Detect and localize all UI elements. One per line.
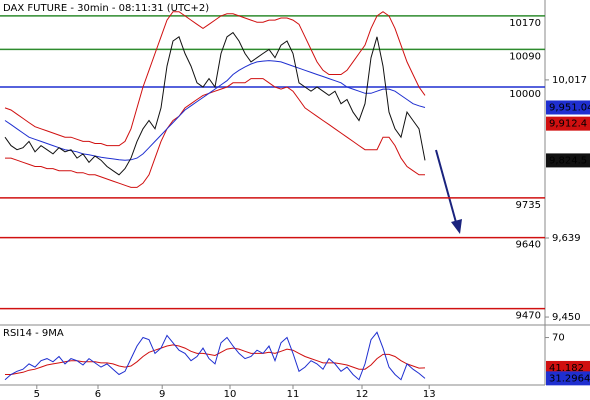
y-tick-label: 10,017 (552, 75, 587, 86)
price-box (546, 116, 590, 131)
level-label: 10170 (509, 18, 541, 29)
price-box (546, 100, 590, 115)
series-line (4, 331, 426, 381)
price-box-label: 9,951.04 (549, 102, 590, 113)
x-tick-label: 13 (423, 389, 436, 400)
price-box-label: 31.2964 (549, 373, 590, 384)
x-tick-label: 6 (95, 389, 101, 400)
price-box-label: 41.182 (549, 363, 584, 374)
price-box-label: 9,824.5 (549, 155, 587, 166)
level-label: 9470 (516, 311, 541, 322)
level-label: 10000 (509, 89, 541, 100)
series-line (4, 11, 426, 147)
price-box (546, 371, 590, 386)
y-tick-label: 70 (552, 333, 565, 344)
arrow-head (451, 219, 462, 234)
x-tick-label: 9 (159, 389, 165, 400)
y-tick-label: 9,450 (552, 312, 581, 323)
price-box (546, 153, 590, 168)
x-tick-label: 11 (287, 389, 300, 400)
level-label: 9640 (516, 240, 541, 251)
series-line (4, 31, 426, 176)
arrow-shaft (435, 149, 458, 227)
rsi-title: RSI14 - 9MA (3, 328, 64, 339)
series-line (5, 344, 426, 375)
level-label: 9735 (516, 200, 541, 211)
series-line (5, 78, 425, 188)
x-tick-label: 12 (356, 389, 369, 400)
y-tick-label: 9,639 (552, 233, 581, 244)
price-box-label: 9,912.4 (549, 119, 587, 130)
chart-title: DAX FUTURE - 30min - 08:11:31 (UTC+2) (3, 3, 209, 14)
level-label: 10090 (509, 51, 541, 62)
series-line (4, 60, 426, 161)
x-tick-label: 5 (34, 389, 40, 400)
x-tick-label: 10 (224, 389, 237, 400)
